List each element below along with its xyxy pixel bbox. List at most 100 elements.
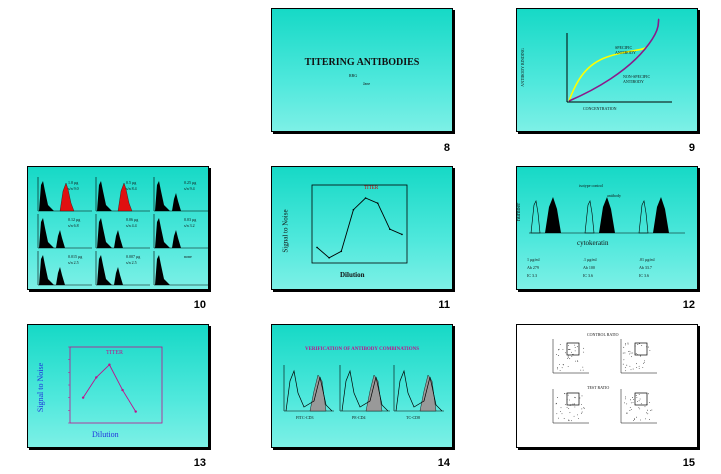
event-dot xyxy=(624,367,626,369)
hist-conc-label: none xyxy=(184,254,192,259)
data-point xyxy=(328,257,330,259)
event-dot xyxy=(630,399,631,401)
event-dot xyxy=(651,409,653,411)
event-dot xyxy=(576,346,578,348)
event-dot xyxy=(574,347,576,348)
slide-14[interactable]: VERIFICATION OF ANTIBODY COMBINATIONS FI… xyxy=(271,324,453,448)
event-dot xyxy=(571,356,573,358)
slide-8[interactable]: TITERING ANTIBODIES RRG Jane xyxy=(271,8,453,132)
event-dot xyxy=(563,418,565,419)
event-dot xyxy=(632,399,634,400)
event-dot xyxy=(625,398,626,400)
binding-curve-chart xyxy=(566,18,672,103)
event-dot xyxy=(640,419,642,421)
isotype-peak xyxy=(638,200,649,234)
hist-background-peak xyxy=(97,181,112,211)
event-dot xyxy=(639,398,641,400)
event-dot xyxy=(583,407,585,408)
event-dot xyxy=(644,406,646,408)
stat-ab: Ab 279 xyxy=(527,265,539,270)
data-point xyxy=(389,228,391,230)
slide-8-subtitle-1: RRG xyxy=(349,73,358,78)
event-dot xyxy=(625,343,626,344)
event-dot xyxy=(629,407,631,409)
event-dot xyxy=(638,367,640,369)
data-point xyxy=(352,208,355,211)
event-dot xyxy=(642,366,644,368)
hist-label: PE-CD4 xyxy=(352,415,366,420)
event-dot xyxy=(645,418,647,420)
slide-15-number: 15 xyxy=(682,457,695,469)
stat-ic: IC 3.6 xyxy=(639,273,649,278)
event-dot xyxy=(644,360,645,362)
event-dot xyxy=(633,418,635,420)
event-dot xyxy=(647,409,648,411)
event-dot xyxy=(555,403,557,405)
event-dot xyxy=(562,364,564,365)
stat-ic: IC 3.6 xyxy=(583,273,593,278)
data-point xyxy=(401,233,403,236)
hist-shoulder-peak xyxy=(56,267,65,285)
event-dot xyxy=(577,414,578,416)
series-line xyxy=(316,197,403,259)
event-dot xyxy=(639,408,641,410)
gate-box xyxy=(634,342,648,356)
slide-9-number: 9 xyxy=(688,142,695,154)
event-dot xyxy=(574,403,575,405)
event-dot xyxy=(583,351,585,353)
histogram-grid xyxy=(37,177,208,286)
slide-12[interactable]: number cytokeratin isotype control antib… xyxy=(516,166,698,290)
hist-background-peak xyxy=(39,255,54,285)
hist-sn-label: s/n 2.5 xyxy=(126,260,137,265)
event-dot xyxy=(583,408,585,409)
event-dot xyxy=(566,393,568,395)
hist-conc-label: 0.03 µg xyxy=(184,217,197,222)
slide-8-subtitle-2: Jane xyxy=(363,81,371,86)
slide-11[interactable]: Signal to Noise Dilution TITER xyxy=(271,166,453,290)
event-dot xyxy=(568,420,570,422)
event-dot xyxy=(568,354,569,356)
hist-positive-peak xyxy=(117,182,133,212)
data-point xyxy=(316,246,318,249)
event-dot xyxy=(559,364,561,366)
event-dot xyxy=(561,367,563,369)
hist-background-peak xyxy=(155,255,170,285)
event-dot xyxy=(638,365,640,367)
slide-10[interactable]: 1.0 µg s/n 9.0 0.5 µg s/n 8.4 0.25 µg s/n 9.4… xyxy=(27,166,209,290)
hist-conc-label: 0.015 µg xyxy=(68,254,83,259)
slide-8-title: TITERING ANTIBODIES xyxy=(304,57,420,68)
event-dot xyxy=(634,419,635,420)
event-dot xyxy=(574,397,576,399)
slide-9[interactable]: ANTIBODY BINDING CONCENTRATION SPECIFIC … xyxy=(516,8,698,132)
cytokeratin-histograms xyxy=(529,197,685,234)
event-dot xyxy=(636,354,638,356)
hist-label: TC-CD8 xyxy=(406,415,420,420)
slide-12-number: 12 xyxy=(682,299,695,311)
event-dot xyxy=(574,406,576,408)
slide-13[interactable]: Signal to Noise Dilution TITER xyxy=(27,324,209,448)
slide-9-xlabel: CONCENTRATION xyxy=(583,106,617,111)
event-dot xyxy=(566,406,568,408)
plot-frame xyxy=(69,346,163,424)
slide-15[interactable]: CONTROL RATIO TEST RATIO xyxy=(516,324,698,448)
event-dot xyxy=(627,342,629,344)
hist-sn-label: s/n 6.8 xyxy=(68,223,79,228)
event-dot xyxy=(558,348,560,350)
event-dot xyxy=(629,353,630,355)
event-dot xyxy=(637,344,639,345)
hist-background-peak xyxy=(97,218,112,248)
antibody-peak xyxy=(599,197,615,233)
specific-curve xyxy=(568,46,648,102)
data-point xyxy=(108,363,111,366)
event-dot xyxy=(630,408,632,410)
event-dot xyxy=(646,412,648,414)
slide-11-xlabel: Dilution xyxy=(340,271,365,279)
event-dot xyxy=(581,395,583,397)
hist-shoulder-peak xyxy=(56,230,65,248)
event-dot xyxy=(640,355,642,357)
antibody-combination-histograms xyxy=(283,365,444,412)
event-dot xyxy=(626,403,628,405)
hist-shoulder-peak xyxy=(114,267,123,285)
event-dot xyxy=(630,352,632,354)
data-point xyxy=(121,388,124,392)
